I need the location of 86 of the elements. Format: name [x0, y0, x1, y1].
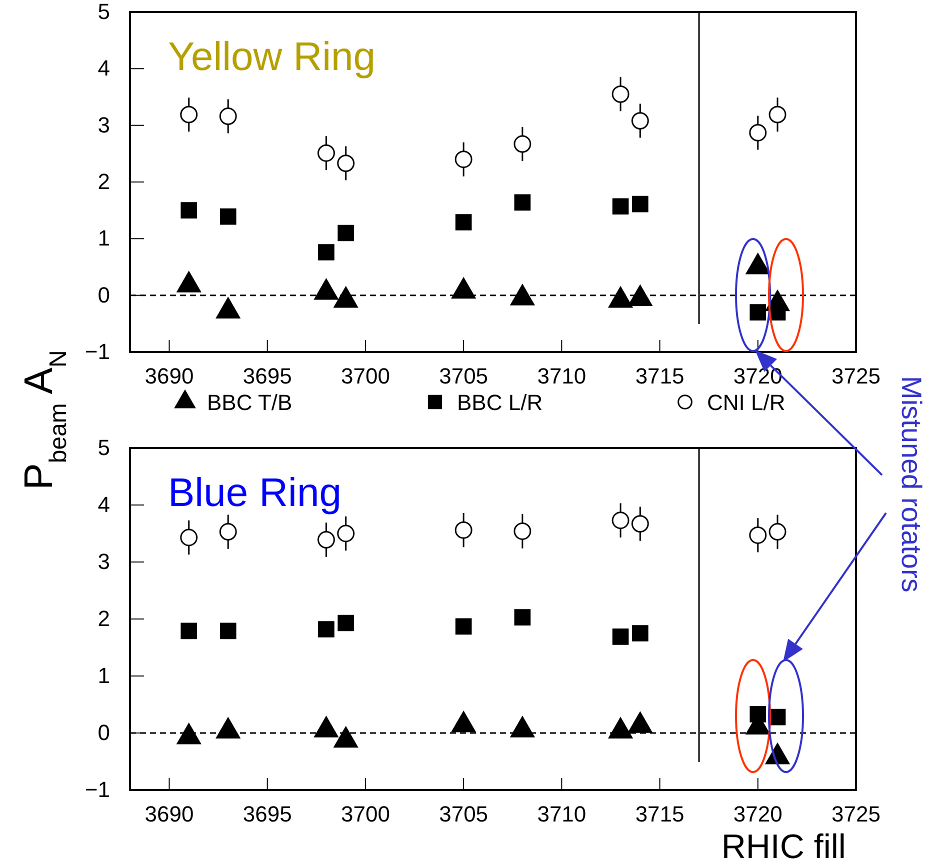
point [452, 278, 476, 299]
point [176, 271, 201, 292]
point [216, 718, 240, 739]
point [632, 625, 648, 642]
point [612, 628, 629, 645]
y-tick-label: 3 [98, 112, 110, 138]
point [314, 278, 338, 300]
point [632, 196, 648, 212]
text: Blue Ring [168, 471, 342, 515]
point [219, 523, 237, 541]
y-tick-label: 5 [98, 0, 110, 24]
legend-label: BBC L/R [457, 390, 543, 415]
point [334, 726, 358, 748]
x-tick-label: 3695 [242, 802, 292, 827]
point [317, 531, 335, 548]
point [628, 712, 652, 733]
x-tick-label: 3700 [340, 364, 390, 389]
point [768, 106, 786, 124]
x-axis-title: RHIC fill [721, 828, 846, 862]
point [514, 609, 531, 626]
point [612, 512, 630, 530]
y-tick-label: 4 [98, 492, 110, 518]
point [180, 622, 198, 640]
y-tick-label: 1 [98, 226, 110, 251]
y-tick-label: 3 [98, 549, 110, 574]
x-tick-label: 3690 [144, 364, 194, 389]
point [337, 524, 355, 542]
text: Mistuned rotators [896, 376, 927, 592]
point [608, 286, 633, 308]
y-tick-label: 0 [98, 282, 110, 308]
point [216, 297, 240, 318]
legend-label: BBC T/B [207, 390, 292, 415]
point [510, 716, 534, 738]
y-tick-label: 2 [98, 169, 110, 194]
point [749, 124, 767, 142]
x-tick-label: 3725 [832, 802, 880, 827]
point [219, 108, 237, 125]
y-tick-label: −1 [84, 777, 110, 802]
x-tick-label: 3690 [144, 802, 194, 827]
y-tick-label: −1 [84, 339, 110, 364]
x-tick-label: 3705 [439, 364, 488, 389]
text: Yellow Ring [168, 35, 376, 79]
legend-label: CNI L/R [707, 390, 786, 415]
point [180, 528, 198, 546]
x-tick-label: 3715 [635, 364, 684, 389]
point [317, 144, 335, 162]
point [337, 154, 355, 172]
point [514, 522, 532, 540]
x-tick-label: 3710 [537, 802, 586, 827]
point [176, 723, 201, 744]
point [220, 622, 236, 640]
y-tick-label: 0 [98, 720, 110, 746]
point [514, 135, 532, 153]
x-tick-label: 3720 [733, 802, 782, 827]
x-tick-label: 3700 [340, 802, 390, 827]
point [455, 618, 472, 635]
x-tick-label: 3710 [537, 364, 586, 389]
point [338, 614, 354, 632]
x-tick-label: 3695 [242, 364, 292, 389]
x-tick-label: 3725 [832, 364, 880, 389]
x-tick-label: 3705 [439, 802, 488, 827]
point [454, 150, 472, 168]
point [314, 716, 338, 738]
point [612, 85, 630, 103]
point [746, 253, 770, 274]
point [454, 521, 472, 539]
point [628, 284, 652, 306]
point [768, 523, 786, 541]
x-tick-label: 3715 [635, 802, 684, 827]
point [514, 194, 531, 211]
point [631, 515, 649, 533]
point [180, 202, 198, 218]
point [631, 112, 649, 130]
point [334, 286, 358, 308]
point [612, 198, 629, 215]
y-tick-label: 4 [98, 56, 110, 81]
y-tick-label: 5 [98, 435, 110, 460]
point [510, 284, 534, 306]
point [318, 621, 334, 638]
point [749, 526, 767, 544]
y-tick-label: 1 [98, 663, 110, 688]
point [452, 711, 476, 732]
y-tick-label: 2 [98, 606, 110, 632]
point [180, 106, 198, 124]
point [220, 208, 236, 225]
point [608, 718, 633, 739]
